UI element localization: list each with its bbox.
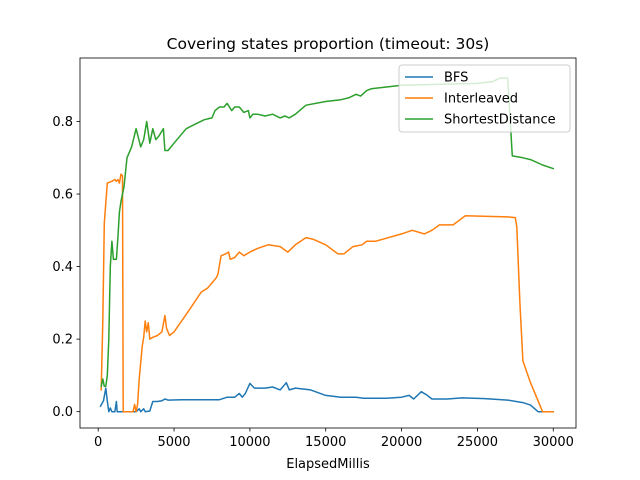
x-tick-label: 0 [94,435,102,450]
y-axis: 0.0 0.2 0.4 0.6 0.8 [52,115,80,420]
x-tick-label: 20000 [381,435,422,450]
legend-box [398,64,571,133]
series-line-bfs [99,381,554,413]
legend-label-bfs: BFS [444,71,468,86]
plot-frame [79,57,577,429]
series-line-interleaved [100,173,554,413]
x-tick-label: 5000 [157,435,190,450]
y-tick-label: 0.0 [52,405,73,420]
legend-label-shortestdistance: ShortestDistance [444,113,556,128]
x-tick-label: 10000 [229,435,270,450]
y-tick-label: 0.6 [52,188,73,203]
x-axis-title: ElapsedMillis [286,457,370,472]
x-tick-label: 30000 [533,435,574,450]
chart-title: Covering states proportion (timeout: 30s… [167,35,490,53]
y-tick-label: 0.8 [52,115,73,130]
legend: BFS Interleaved ShortestDistance [398,64,571,133]
legend-items: BFS Interleaved ShortestDistance [405,71,556,128]
series-line-shortestdistance [100,77,555,388]
series-layer [99,77,555,413]
y-tick-label: 0.4 [52,260,73,275]
x-axis: 0 5000 10000 15000 20000 25000 30000 [94,428,574,450]
legend-label-interleaved: Interleaved [444,92,518,107]
y-tick-label: 0.2 [52,333,73,348]
x-tick-label: 15000 [305,435,346,450]
x-tick-label: 25000 [457,435,498,450]
